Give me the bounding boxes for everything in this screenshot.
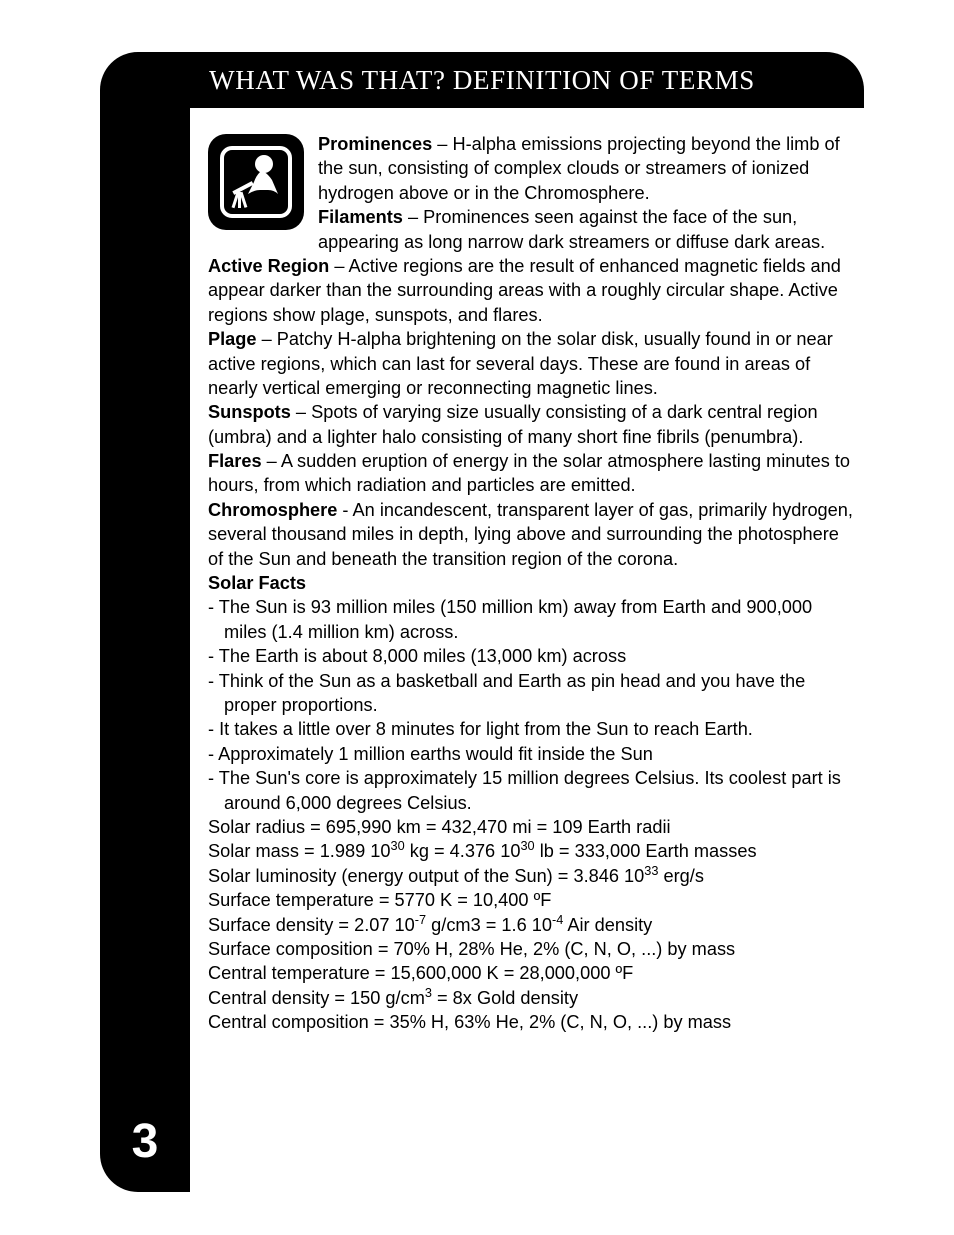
definition-entry: Active Region – Active regions are the r…: [208, 254, 856, 327]
header-bar: What Was That? Definition of Terms: [100, 52, 864, 108]
stats-list: Solar radius = 695,990 km = 432,470 mi =…: [208, 815, 856, 1035]
definition-separator: -: [337, 500, 352, 520]
definition-term: Active Region: [208, 256, 329, 276]
fact-item: - Think of the Sun as a basketball and E…: [208, 669, 856, 718]
definition-separator: –: [291, 402, 311, 422]
stat-line: Central composition = 35% H, 63% He, 2% …: [208, 1010, 856, 1034]
definitions-block: Prominences – H-alpha emissions projecti…: [208, 132, 856, 571]
definition-entry: Prominences – H-alpha emissions projecti…: [208, 132, 856, 205]
definition-separator: –: [257, 329, 277, 349]
definition-text: Patchy H-alpha brightening on the solar …: [208, 329, 833, 398]
definition-entry: Flares – A sudden eruption of energy in …: [208, 449, 856, 498]
definition-separator: –: [262, 451, 281, 471]
definition-entry: Plage – Patchy H-alpha brightening on th…: [208, 327, 856, 400]
sidebar: 3: [100, 108, 190, 1192]
definition-text: A sudden eruption of energy in the solar…: [208, 451, 850, 495]
fact-item: - It takes a little over 8 minutes for l…: [208, 717, 856, 741]
page-title: What Was That? Definition of Terms: [209, 65, 755, 96]
definition-term: Prominences: [318, 134, 432, 154]
fact-item: - The Sun is 93 million miles (150 milli…: [208, 595, 856, 644]
fact-item: - Approximately 1 million earths would f…: [208, 742, 856, 766]
page-frame: What Was That? Definition of Terms 3: [100, 52, 864, 1192]
definition-term: Chromosphere: [208, 500, 337, 520]
solar-facts-heading: Solar Facts: [208, 571, 856, 595]
facts-list: - The Sun is 93 million miles (150 milli…: [208, 595, 856, 815]
definition-term: Filaments: [318, 207, 403, 227]
stat-line: Central temperature = 15,600,000 K = 28,…: [208, 961, 856, 985]
stat-line: Central density = 150 g/cm3 = 8x Gold de…: [208, 986, 856, 1010]
fact-item: - The Sun's core is approximately 15 mil…: [208, 766, 856, 815]
definition-separator: –: [432, 134, 452, 154]
stat-line: Surface density = 2.07 10-7 g/cm3 = 1.6 …: [208, 913, 856, 937]
definition-entry: Filaments – Prominences seen against the…: [208, 205, 856, 254]
page-number: 3: [100, 1114, 190, 1169]
definition-term: Plage: [208, 329, 257, 349]
stat-line: Solar mass = 1.989 1030 kg = 4.376 1030 …: [208, 839, 856, 863]
definition-term: Flares: [208, 451, 262, 471]
definition-separator: –: [403, 207, 423, 227]
stat-line: Surface composition = 70% H, 28% He, 2% …: [208, 937, 856, 961]
definition-entry: Chromosphere - An incandescent, transpar…: [208, 498, 856, 571]
definition-term: Sunspots: [208, 402, 291, 422]
content-area: Prominences – H-alpha emissions projecti…: [208, 132, 856, 1034]
fact-item: - The Earth is about 8,000 miles (13,000…: [208, 644, 856, 668]
definition-separator: –: [329, 256, 348, 276]
astronomer-telescope-icon: [208, 134, 304, 230]
stat-line: Solar radius = 695,990 km = 432,470 mi =…: [208, 815, 856, 839]
definition-entry: Sunspots – Spots of varying size usually…: [208, 400, 856, 449]
stat-line: Solar luminosity (energy output of the S…: [208, 864, 856, 888]
stat-line: Surface temperature = 5770 K = 10,400 ºF: [208, 888, 856, 912]
